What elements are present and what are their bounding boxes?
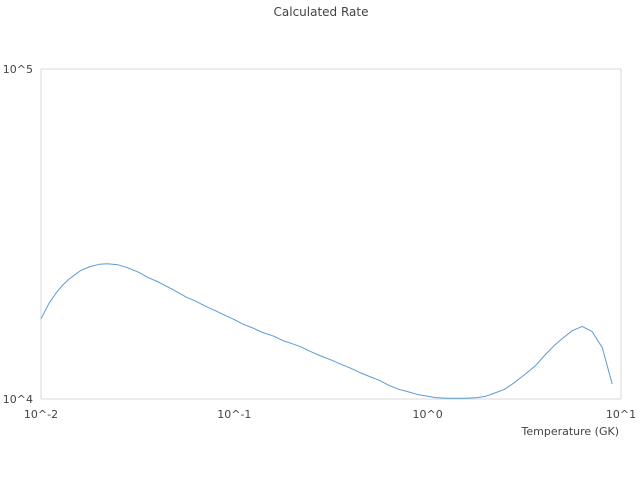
chart-title: Calculated Rate <box>274 5 369 19</box>
x-tick-label: 10^1 <box>606 408 636 421</box>
series-line <box>40 263 613 399</box>
x-tick-label: 10^-2 <box>24 408 58 421</box>
y-tick-label: 10^5 <box>3 63 33 76</box>
x-axis-label: Temperature (GK) <box>521 425 620 438</box>
x-tick-label: 10^-1 <box>217 408 251 421</box>
y-tick-label: 10^4 <box>3 393 33 406</box>
x-tick-label: 10^0 <box>413 408 443 421</box>
series-layer <box>40 263 613 399</box>
axis-ticks: 10^-2 10^-1 10^0 10^1 10^4 10^5 <box>3 63 636 421</box>
